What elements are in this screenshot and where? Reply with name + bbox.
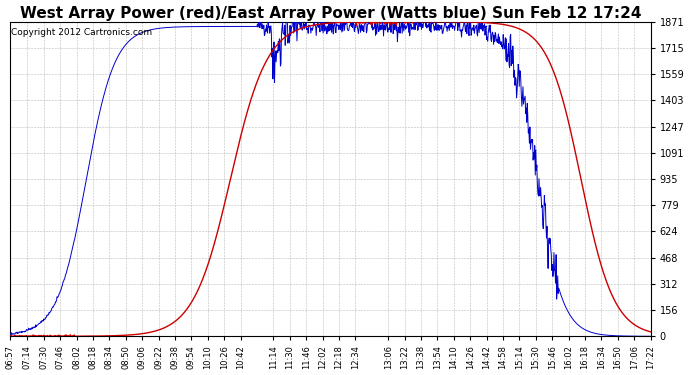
Text: Copyright 2012 Cartronics.com: Copyright 2012 Cartronics.com (11, 28, 152, 37)
Title: West Array Power (red)/East Array Power (Watts blue) Sun Feb 12 17:24: West Array Power (red)/East Array Power … (19, 6, 641, 21)
